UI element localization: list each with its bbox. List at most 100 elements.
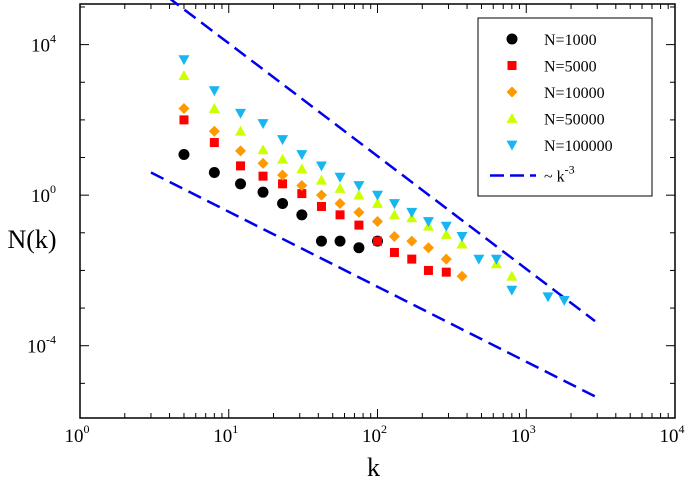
- y-tick-label: 10-4: [27, 333, 56, 358]
- data-point: [353, 181, 365, 192]
- data-point: [440, 253, 452, 265]
- data-point: [236, 161, 246, 171]
- data-point: [441, 267, 451, 277]
- series-n-5000: [179, 115, 451, 277]
- data-point: [335, 210, 345, 220]
- data-point: [296, 163, 308, 174]
- data-point: [334, 183, 346, 193]
- data-point: [315, 161, 327, 172]
- data-point: [407, 254, 417, 264]
- x-axis-label: k: [367, 453, 380, 481]
- data-point: [277, 153, 289, 164]
- data-point: [235, 145, 247, 157]
- legend-box: [477, 17, 653, 197]
- data-point: [179, 115, 189, 125]
- data-point: [315, 189, 327, 201]
- data-point: [353, 242, 365, 254]
- data-point: [178, 55, 190, 66]
- x-tick-label: 102: [362, 422, 387, 447]
- data-point: [334, 235, 346, 247]
- data-point: [316, 201, 326, 211]
- data-point: [208, 103, 220, 113]
- data-point: [277, 198, 289, 210]
- data-point: [315, 174, 327, 185]
- data-point: [315, 235, 327, 247]
- data-point: [296, 180, 308, 192]
- data-point: [406, 207, 418, 218]
- data-point: [373, 236, 382, 246]
- data-point: [257, 186, 269, 198]
- series-n-100000: [178, 55, 570, 306]
- data-point: [353, 206, 365, 218]
- data-point: [372, 190, 383, 201]
- data-point: [456, 232, 468, 242]
- legend-marker: [506, 33, 518, 45]
- data-point: [257, 157, 269, 169]
- legend-marker: [506, 140, 518, 151]
- data-point: [372, 198, 383, 208]
- data-point: [456, 270, 468, 282]
- legend-label: N=5000: [544, 59, 597, 76]
- data-point: [296, 209, 308, 221]
- legend-label: N=1000: [544, 32, 597, 49]
- data-point: [278, 179, 288, 189]
- legend-label: N=50000: [544, 112, 605, 129]
- data-markers: [178, 55, 570, 306]
- legend: N=1000 N=5000 N=10000 N=50000 N=100000 ~ k-3: [477, 17, 653, 197]
- x-tick-label: 101: [213, 422, 238, 447]
- data-point: [178, 103, 190, 115]
- axis-ticks: 100 101 102 103 104 10-4 100 104: [27, 4, 685, 447]
- data-point: [558, 295, 570, 306]
- data-point: [258, 171, 268, 181]
- data-point: [389, 247, 399, 257]
- data-point: [178, 70, 190, 81]
- y-axis-label: N(k): [7, 225, 56, 254]
- legend-label: N=10000: [544, 85, 605, 102]
- series-n-10000: [178, 103, 468, 282]
- series-n-50000: [178, 70, 518, 281]
- data-point: [296, 150, 308, 161]
- y-tick-label: 100: [31, 182, 56, 207]
- data-point: [257, 144, 269, 155]
- data-point: [506, 270, 518, 281]
- x-tick-label: 100: [65, 422, 90, 447]
- data-point: [473, 254, 485, 265]
- data-point: [235, 125, 247, 136]
- data-point: [388, 209, 400, 220]
- data-point: [388, 199, 400, 210]
- data-point: [456, 238, 468, 249]
- data-point: [422, 242, 434, 254]
- data-point: [354, 220, 364, 230]
- data-point: [422, 217, 434, 227]
- data-point: [178, 149, 190, 161]
- data-point: [235, 108, 247, 119]
- data-point: [506, 285, 518, 296]
- data-point: [372, 215, 383, 227]
- data-point: [257, 119, 269, 130]
- data-point: [353, 189, 365, 200]
- data-point: [542, 292, 554, 303]
- data-point: [277, 135, 289, 146]
- data-point: [209, 138, 219, 148]
- data-point: [208, 167, 220, 179]
- data-point: [208, 125, 220, 137]
- data-point: [440, 229, 452, 239]
- data-point: [208, 86, 220, 97]
- data-point: [406, 235, 418, 247]
- x-tick-label: 103: [511, 422, 536, 447]
- legend-label: N=100000: [544, 138, 613, 155]
- y-tick-label: 104: [31, 32, 56, 57]
- data-point: [334, 198, 346, 210]
- data-point: [423, 265, 433, 275]
- data-point: [440, 221, 452, 232]
- data-point: [235, 178, 247, 190]
- data-point: [388, 230, 400, 242]
- legend-marker: [507, 61, 517, 70]
- data-point: [334, 172, 346, 183]
- x-tick-label: 104: [660, 422, 685, 447]
- reference-lines: [150, 0, 596, 398]
- data-point: [297, 189, 307, 199]
- legend-label-reference: ~ k-3: [544, 163, 575, 186]
- data-point: [277, 169, 289, 181]
- data-point: [490, 254, 502, 265]
